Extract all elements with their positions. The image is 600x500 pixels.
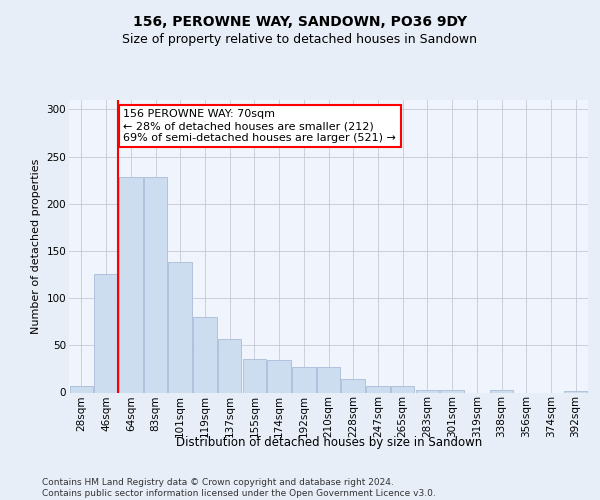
Bar — [317, 367, 340, 392]
Y-axis label: Number of detached properties: Number of detached properties — [31, 158, 41, 334]
Bar — [169, 262, 192, 392]
Bar — [94, 274, 118, 392]
Text: 156, PEROWNE WAY, SANDOWN, PO36 9DY: 156, PEROWNE WAY, SANDOWN, PO36 9DY — [133, 16, 467, 30]
Bar — [218, 338, 241, 392]
Bar — [341, 380, 365, 392]
Bar — [366, 386, 389, 392]
Bar — [242, 360, 266, 392]
Bar — [490, 390, 513, 392]
Text: 156 PEROWNE WAY: 70sqm
← 28% of detached houses are smaller (212)
69% of semi-de: 156 PEROWNE WAY: 70sqm ← 28% of detached… — [124, 110, 396, 142]
Bar — [70, 386, 93, 392]
Text: Distribution of detached houses by size in Sandown: Distribution of detached houses by size … — [176, 436, 482, 449]
Bar — [564, 390, 587, 392]
Bar — [144, 178, 167, 392]
Bar — [440, 390, 464, 392]
Bar — [119, 178, 143, 392]
Bar — [268, 360, 291, 392]
Bar — [391, 386, 415, 392]
Bar — [292, 367, 316, 392]
Bar — [416, 390, 439, 392]
Bar — [193, 317, 217, 392]
Text: Contains HM Land Registry data © Crown copyright and database right 2024.
Contai: Contains HM Land Registry data © Crown c… — [42, 478, 436, 498]
Text: Size of property relative to detached houses in Sandown: Size of property relative to detached ho… — [122, 34, 478, 46]
